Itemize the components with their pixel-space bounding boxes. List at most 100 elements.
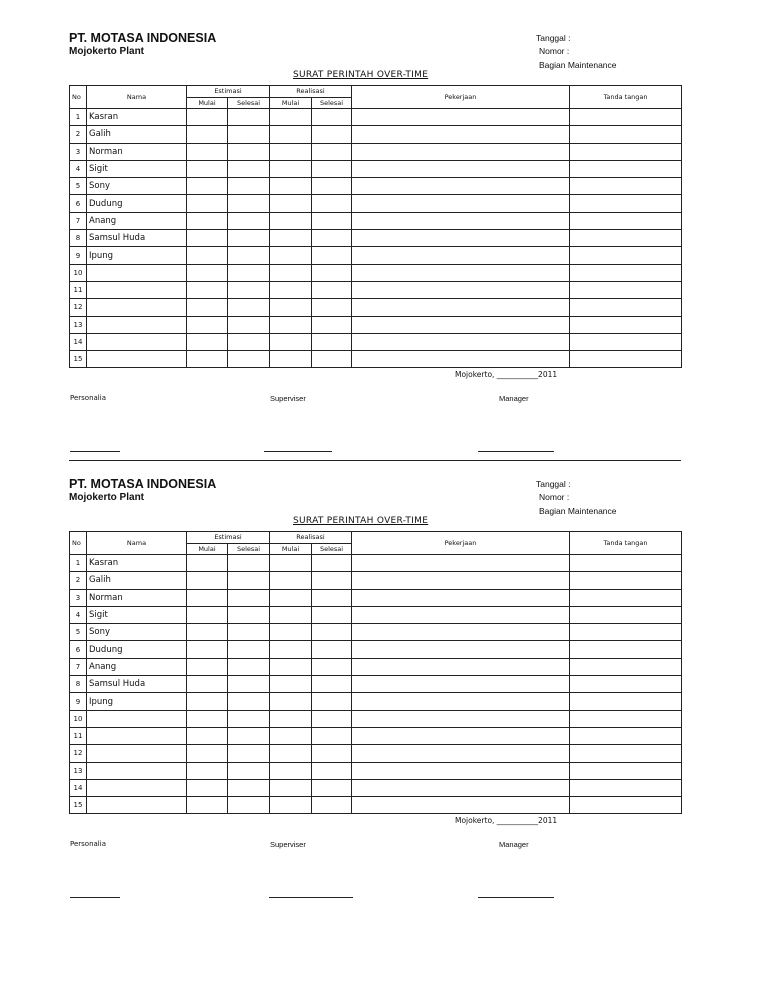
cell-est-selesai[interactable] (227, 280, 270, 300)
cell-real-mulai[interactable] (269, 640, 312, 659)
cell-est-mulai[interactable] (186, 194, 228, 213)
cell-est-selesai[interactable] (227, 553, 270, 573)
cell-pekerjaan[interactable] (351, 125, 570, 144)
cell-tanda-tangan[interactable] (569, 107, 682, 127)
cell-pekerjaan[interactable] (351, 194, 570, 213)
cell-real-selesai[interactable] (311, 726, 352, 746)
cell-real-mulai[interactable] (269, 778, 312, 798)
cell-est-mulai[interactable] (186, 726, 228, 746)
cell-est-mulai[interactable] (186, 246, 228, 265)
cell-real-selesai[interactable] (311, 125, 352, 144)
cell-real-mulai[interactable] (269, 125, 312, 144)
cell-est-mulai[interactable] (186, 159, 228, 179)
cell-est-selesai[interactable] (227, 588, 270, 607)
cell-real-mulai[interactable] (269, 194, 312, 213)
cell-est-selesai[interactable] (227, 571, 270, 590)
cell-est-mulai[interactable] (186, 657, 228, 677)
cell-pekerjaan[interactable] (351, 107, 570, 127)
cell-pekerjaan[interactable] (351, 350, 570, 369)
cell-tanda-tangan[interactable] (569, 744, 682, 763)
cell-tanda-tangan[interactable] (569, 796, 682, 815)
cell-real-mulai[interactable] (269, 298, 312, 317)
cell-tanda-tangan[interactable] (569, 280, 682, 300)
cell-est-selesai[interactable] (227, 125, 270, 144)
cell-est-mulai[interactable] (186, 177, 228, 196)
cell-real-mulai[interactable] (269, 177, 312, 196)
cell-pekerjaan[interactable] (351, 211, 570, 231)
cell-tanda-tangan[interactable] (569, 778, 682, 798)
cell-pekerjaan[interactable] (351, 657, 570, 677)
cell-real-mulai[interactable] (269, 744, 312, 763)
cell-est-mulai[interactable] (186, 623, 228, 642)
cell-est-mulai[interactable] (186, 332, 228, 352)
cell-est-selesai[interactable] (227, 675, 270, 694)
cell-est-selesai[interactable] (227, 194, 270, 213)
cell-real-selesai[interactable] (311, 605, 352, 625)
cell-pekerjaan[interactable] (351, 709, 570, 728)
cell-real-mulai[interactable] (269, 315, 312, 334)
cell-tanda-tangan[interactable] (569, 332, 682, 352)
cell-pekerjaan[interactable] (351, 605, 570, 625)
cell-est-selesai[interactable] (227, 263, 270, 282)
cell-tanda-tangan[interactable] (569, 142, 682, 161)
cell-tanda-tangan[interactable] (569, 640, 682, 659)
cell-est-selesai[interactable] (227, 726, 270, 746)
cell-real-selesai[interactable] (311, 107, 352, 127)
cell-real-mulai[interactable] (269, 107, 312, 127)
cell-real-mulai[interactable] (269, 332, 312, 352)
cell-est-mulai[interactable] (186, 588, 228, 607)
cell-est-selesai[interactable] (227, 332, 270, 352)
cell-real-mulai[interactable] (269, 657, 312, 677)
cell-tanda-tangan[interactable] (569, 761, 682, 780)
cell-real-selesai[interactable] (311, 640, 352, 659)
cell-est-selesai[interactable] (227, 229, 270, 248)
cell-est-mulai[interactable] (186, 350, 228, 369)
cell-real-mulai[interactable] (269, 142, 312, 161)
cell-real-selesai[interactable] (311, 298, 352, 317)
cell-tanda-tangan[interactable] (569, 263, 682, 282)
cell-real-selesai[interactable] (311, 315, 352, 334)
cell-real-mulai[interactable] (269, 623, 312, 642)
cell-tanda-tangan[interactable] (569, 159, 682, 179)
cell-pekerjaan[interactable] (351, 298, 570, 317)
cell-est-selesai[interactable] (227, 761, 270, 780)
cell-real-mulai[interactable] (269, 211, 312, 231)
cell-real-mulai[interactable] (269, 280, 312, 300)
cell-tanda-tangan[interactable] (569, 229, 682, 248)
cell-real-mulai[interactable] (269, 605, 312, 625)
cell-est-selesai[interactable] (227, 107, 270, 127)
cell-pekerjaan[interactable] (351, 640, 570, 659)
cell-real-selesai[interactable] (311, 553, 352, 573)
cell-pekerjaan[interactable] (351, 761, 570, 780)
cell-est-selesai[interactable] (227, 211, 270, 231)
cell-est-mulai[interactable] (186, 125, 228, 144)
cell-pekerjaan[interactable] (351, 229, 570, 248)
cell-real-mulai[interactable] (269, 350, 312, 369)
cell-tanda-tangan[interactable] (569, 709, 682, 728)
cell-real-mulai[interactable] (269, 246, 312, 265)
cell-est-selesai[interactable] (227, 657, 270, 677)
cell-est-selesai[interactable] (227, 142, 270, 161)
cell-est-mulai[interactable] (186, 761, 228, 780)
cell-tanda-tangan[interactable] (569, 315, 682, 334)
cell-real-selesai[interactable] (311, 588, 352, 607)
cell-real-mulai[interactable] (269, 675, 312, 694)
cell-real-mulai[interactable] (269, 263, 312, 282)
cell-est-selesai[interactable] (227, 246, 270, 265)
cell-tanda-tangan[interactable] (569, 350, 682, 369)
cell-est-mulai[interactable] (186, 553, 228, 573)
cell-est-mulai[interactable] (186, 778, 228, 798)
cell-pekerjaan[interactable] (351, 246, 570, 265)
cell-real-mulai[interactable] (269, 796, 312, 815)
cell-real-mulai[interactable] (269, 159, 312, 179)
cell-real-selesai[interactable] (311, 211, 352, 231)
cell-est-mulai[interactable] (186, 605, 228, 625)
cell-est-mulai[interactable] (186, 211, 228, 231)
cell-pekerjaan[interactable] (351, 726, 570, 746)
cell-real-mulai[interactable] (269, 726, 312, 746)
cell-pekerjaan[interactable] (351, 623, 570, 642)
cell-tanda-tangan[interactable] (569, 298, 682, 317)
cell-est-mulai[interactable] (186, 142, 228, 161)
cell-est-mulai[interactable] (186, 796, 228, 815)
cell-real-mulai[interactable] (269, 588, 312, 607)
